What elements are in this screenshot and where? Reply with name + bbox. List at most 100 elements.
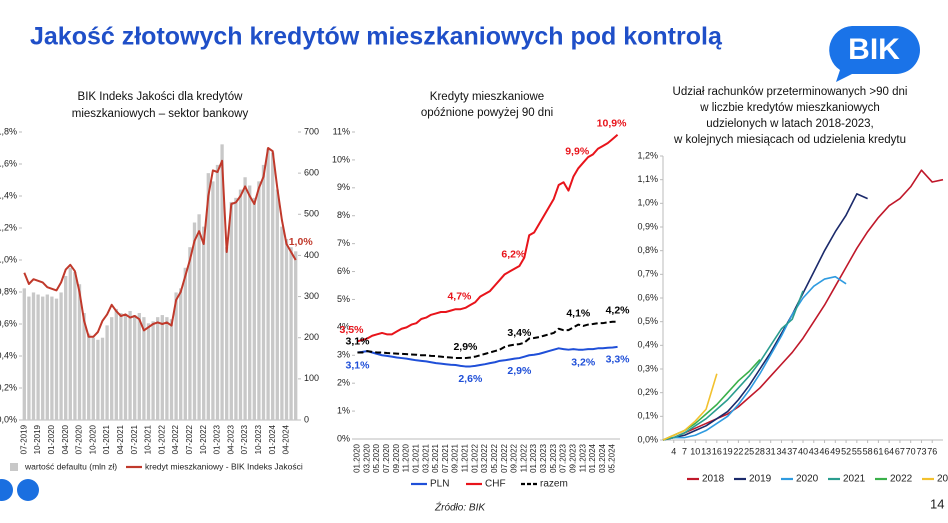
- y-tick-label: 0,4%: [0, 350, 17, 360]
- bar: [294, 251, 298, 420]
- y-tick-label: 0,9%: [637, 221, 658, 231]
- value-label: 3,4%: [507, 327, 532, 339]
- x-tick-label: 09.2022: [510, 443, 519, 472]
- bar: [137, 313, 141, 420]
- value-label: 3,1%: [345, 335, 370, 347]
- bar: [183, 267, 187, 420]
- x-tick-label: 05.2023: [549, 443, 558, 472]
- x-tick-label: 22: [733, 446, 743, 456]
- y-tick-label: 1,8%: [0, 126, 17, 136]
- x-tick-label: 01-2022: [157, 424, 166, 454]
- x-tick-label: 67: [895, 446, 905, 456]
- y-tick-label: 6%: [337, 266, 350, 276]
- x-tick-label: 10-2023: [254, 424, 263, 454]
- x-tick-label: 04-2023: [226, 424, 235, 454]
- legend-label: 2023: [937, 474, 948, 485]
- bar: [128, 310, 132, 420]
- x-tick-label: 10-2021: [144, 424, 153, 454]
- bar: [206, 173, 210, 420]
- x-tick-label: 11.2020: [402, 443, 411, 472]
- value-label: 1,0%: [289, 236, 314, 248]
- x-tick-label: 01.2022: [470, 443, 479, 472]
- x-tick-label: 55: [852, 446, 862, 456]
- x-tick-label: 01-2021: [102, 424, 111, 454]
- x-tick-label: 05.2024: [608, 443, 617, 472]
- value-label: 3,3%: [606, 354, 631, 366]
- x-tick-label: 09.2021: [451, 443, 460, 472]
- y-tick-label: 100: [304, 373, 319, 383]
- bar: [54, 298, 59, 420]
- x-tick-label: 34: [776, 446, 786, 456]
- x-tick-label: 03.2021: [421, 443, 430, 472]
- x-tick-label: 03.2020: [362, 443, 371, 472]
- bar: [27, 296, 31, 420]
- x-tick-label: 31: [766, 446, 776, 456]
- bar: [146, 323, 151, 420]
- x-tick-label: 07-2019: [19, 424, 28, 454]
- x-tick-label: 05.2020: [372, 443, 381, 472]
- bar: [160, 315, 164, 420]
- x-tick-label: 07.2021: [441, 443, 450, 472]
- bar: [261, 164, 266, 420]
- x-tick-label: 7: [682, 446, 687, 456]
- bar: [188, 247, 192, 420]
- value-label: 2,9%: [453, 341, 478, 353]
- bar: [271, 152, 275, 421]
- bar: [238, 189, 243, 420]
- x-tick-label: 10: [690, 446, 700, 456]
- series-line: [662, 193, 868, 441]
- legend-label: 2022: [890, 474, 913, 485]
- legend-label: kredyt mieszkaniowy - BIK Indeks Jakości: [145, 461, 303, 471]
- legend-label: 2018: [702, 474, 725, 485]
- x-tick-label: 58: [863, 446, 873, 456]
- x-tick-label: 04-2021: [116, 424, 125, 454]
- x-tick-label: 11.2023: [578, 443, 587, 472]
- y-tick-label: 10%: [332, 154, 350, 164]
- y-tick-label: 8%: [337, 210, 350, 220]
- bar: [77, 284, 82, 420]
- legend-label: PLN: [430, 479, 449, 490]
- bar: [73, 271, 77, 420]
- bar: [114, 308, 118, 420]
- x-tick-label: 25: [744, 446, 754, 456]
- chart-title: BIK Indeks Jakości dla kredytów: [78, 91, 244, 103]
- bar: [192, 222, 197, 420]
- x-tick-label: 10-2022: [199, 424, 208, 454]
- y-tick-label: 1,2%: [0, 222, 17, 232]
- chart-title: Udział rachunków przeterminowanych >90 d…: [673, 86, 908, 98]
- bar: [133, 315, 137, 420]
- bar: [100, 337, 105, 420]
- x-tick-label: 03.2022: [480, 443, 489, 472]
- y-tick-label: 7%: [337, 238, 350, 248]
- chart-title: Kredyty mieszkaniowe: [430, 91, 544, 103]
- bar: [275, 189, 279, 420]
- y-tick-label: 700: [304, 126, 319, 136]
- y-tick-label: 0,8%: [637, 245, 658, 255]
- x-tick-label: 01-2024: [268, 424, 277, 454]
- x-tick-label: 49: [830, 446, 840, 456]
- bar: [45, 294, 49, 420]
- bar: [105, 325, 109, 420]
- x-tick-label: 4: [671, 446, 676, 456]
- x-tick-label: 28: [755, 446, 765, 456]
- value-label: 6,2%: [501, 249, 526, 261]
- bar: [234, 197, 238, 420]
- y-tick-label: 0,2%: [637, 387, 658, 397]
- y-tick-label: 0,1%: [637, 411, 658, 421]
- value-label: 3,5%: [339, 324, 364, 336]
- bar: [59, 292, 63, 420]
- chart-title: w liczbie kredytów mieszkaniowych: [699, 102, 880, 114]
- y-tick-label: 2%: [337, 378, 350, 388]
- bar: [50, 296, 54, 420]
- bar: [142, 317, 146, 420]
- bar: [165, 317, 169, 420]
- x-tick-label: 04-2024: [282, 424, 291, 454]
- x-tick-label: 07.2023: [559, 443, 568, 472]
- y-tick-label: 600: [304, 168, 319, 178]
- x-tick-label: 37: [787, 446, 797, 456]
- logo: BIK: [829, 26, 920, 82]
- y-tick-label: 0,6%: [637, 292, 658, 302]
- x-tick-label: 05.2021: [431, 443, 440, 472]
- y-tick-label: 0,3%: [637, 363, 658, 373]
- y-tick-label: 9%: [337, 182, 350, 192]
